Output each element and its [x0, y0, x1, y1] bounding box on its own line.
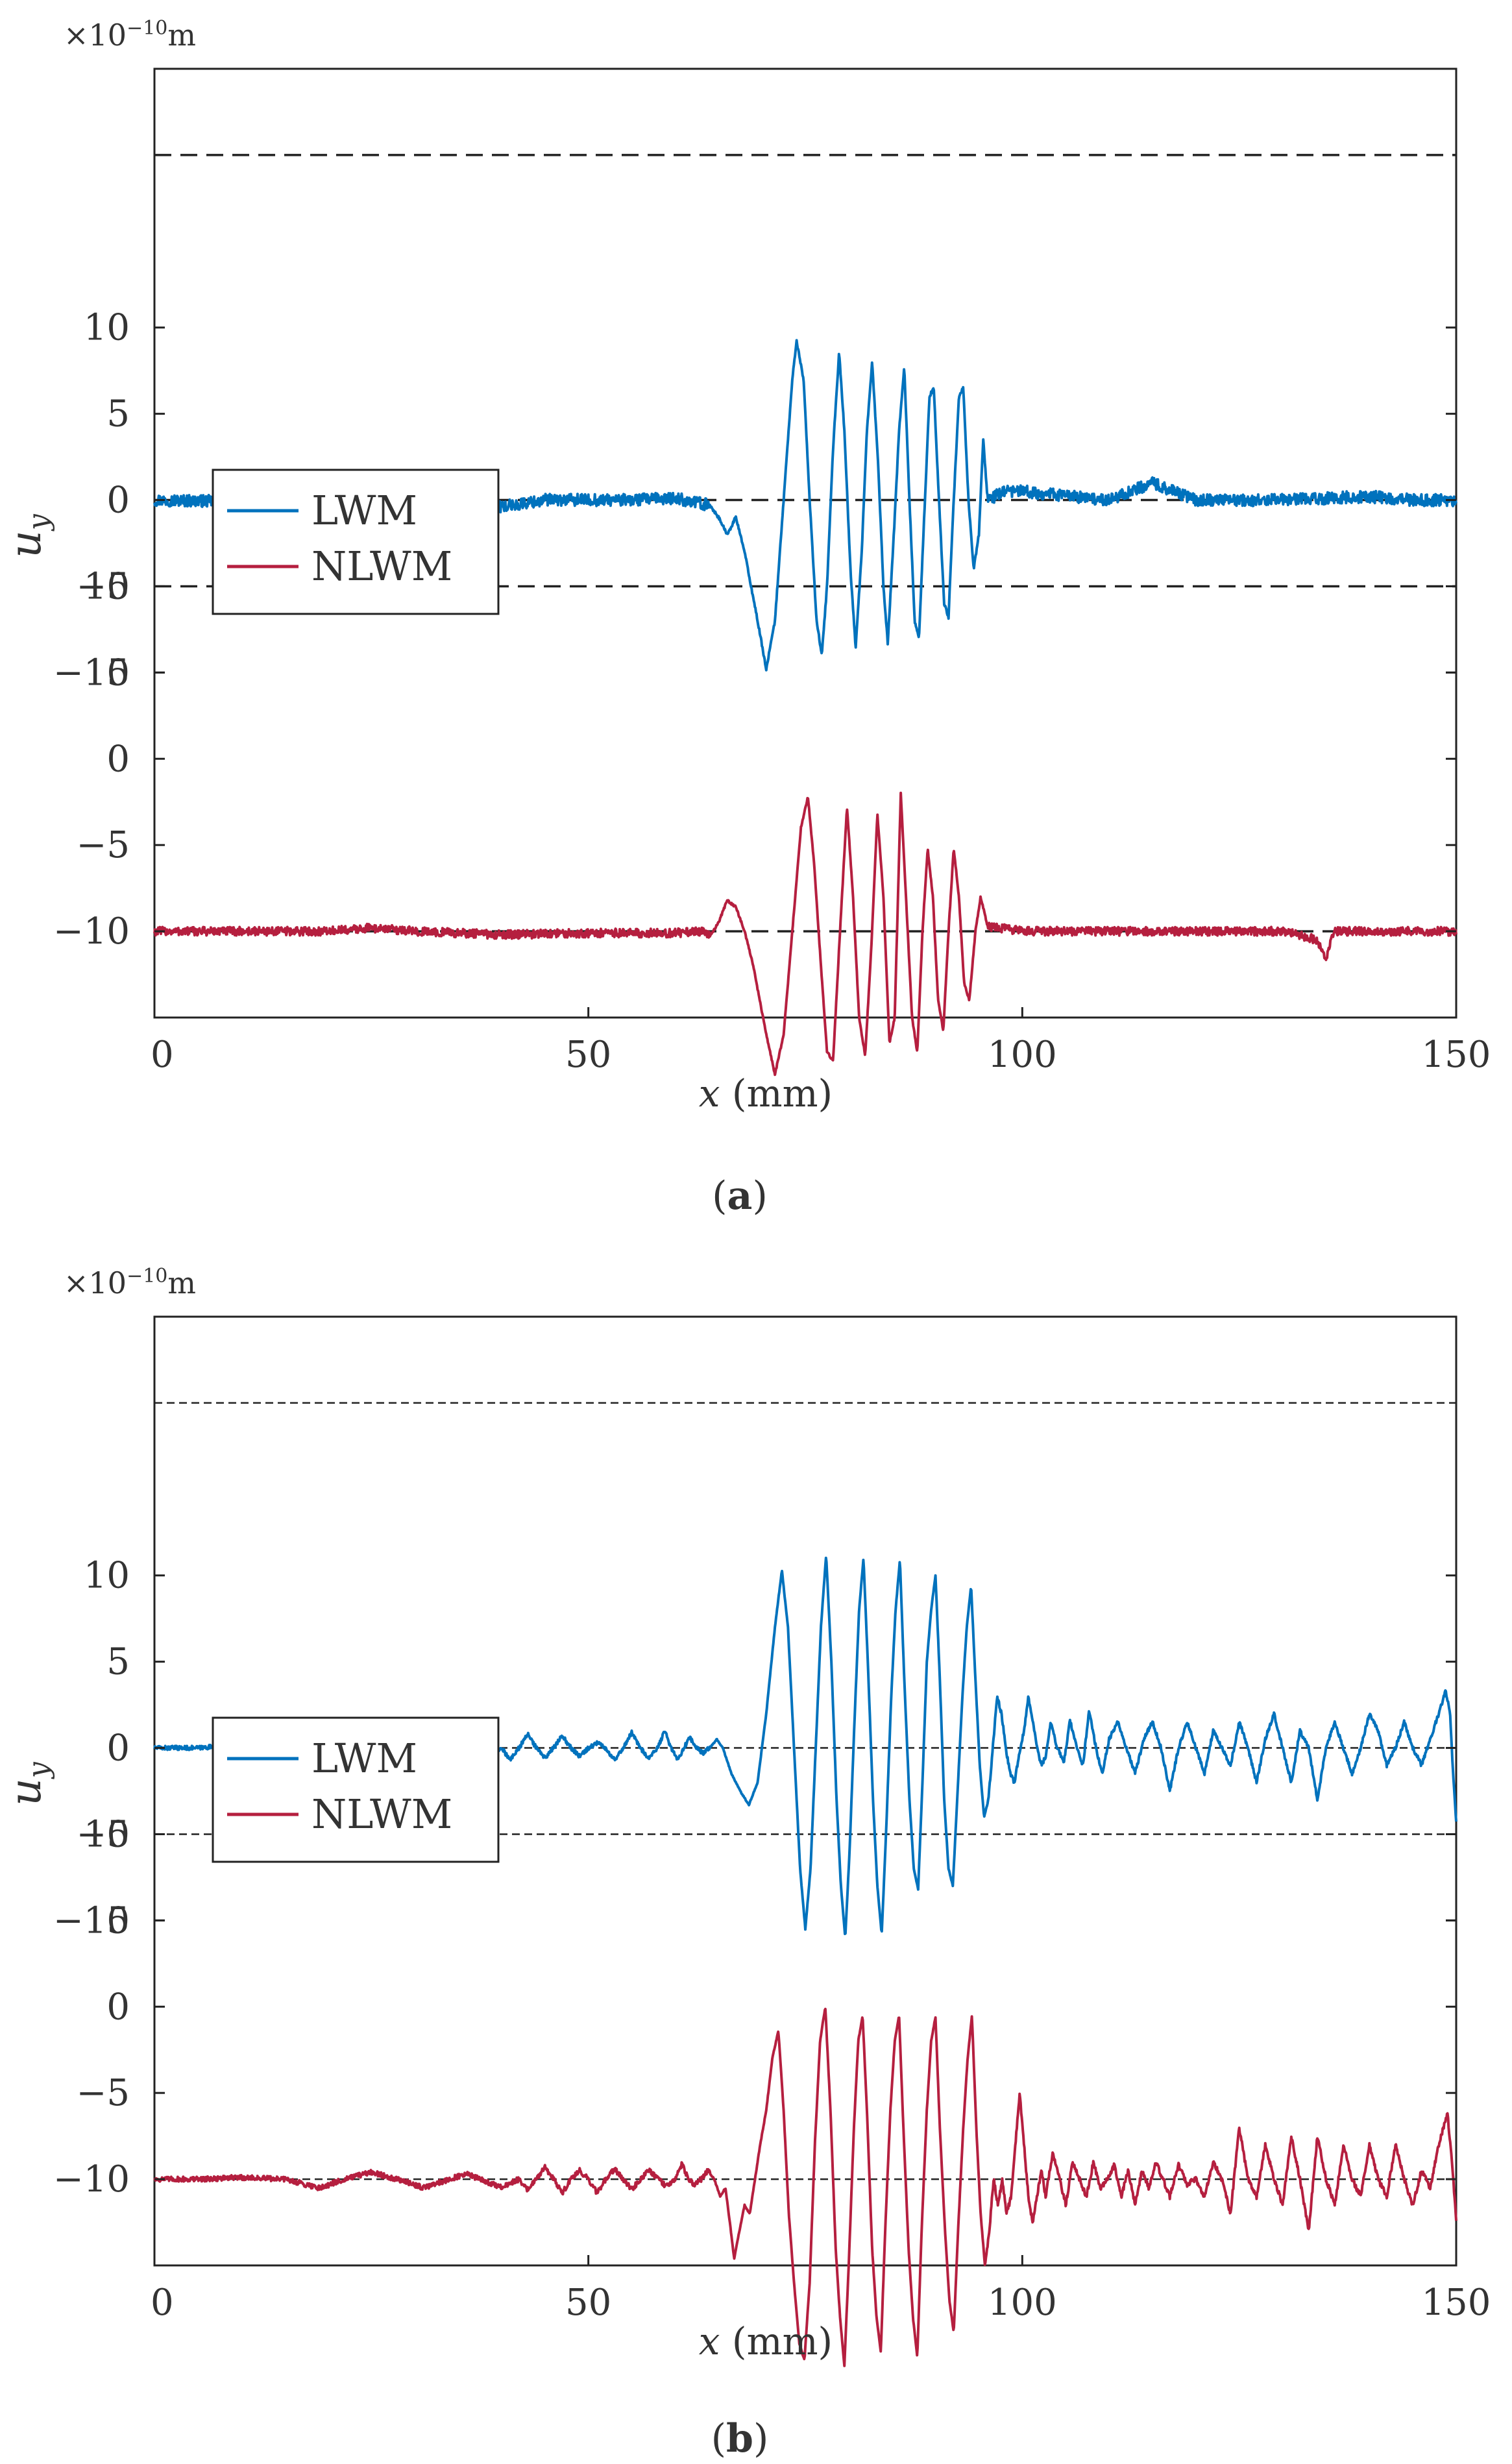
- y-tick-label: −5: [76, 565, 130, 607]
- y-tick-label: −10: [53, 2158, 130, 2201]
- legend-label-nlwm: NLWM: [311, 543, 452, 590]
- panel-caption: (a): [712, 1173, 768, 1219]
- unit-multiplier: ×10−10m: [64, 17, 196, 53]
- x-tick-label: 150: [1422, 2282, 1491, 2324]
- y-tick-label: −10: [53, 910, 130, 953]
- x-tick-labels: 0 50 100 150: [151, 2255, 1491, 2324]
- y-axis-label: uy: [1, 1761, 55, 1806]
- series-nlwm-line: [153, 791, 1457, 1077]
- unit-multiplier: ×10−10m: [64, 1265, 196, 1301]
- y-tick-label: −5: [76, 1813, 130, 1855]
- y-tick-label: 5: [106, 1899, 130, 1942]
- legend: LWM NLWM: [212, 1716, 500, 1863]
- y-tick-label: 5: [106, 652, 130, 694]
- x-tick-label: 100: [988, 1034, 1057, 1076]
- x-tick-label: 50: [565, 2282, 611, 2324]
- series-nlwm-line: [153, 2007, 1457, 2367]
- y-tick-label: 10: [84, 307, 130, 349]
- y-tick-label: −5: [76, 2072, 130, 2114]
- y-tick-label: 0: [106, 1986, 130, 2028]
- y-tick-label: −5: [76, 824, 130, 866]
- y-tick-label: 0: [106, 738, 130, 780]
- x-tick-label: 150: [1422, 1034, 1491, 1076]
- y-tick-label: −10: [53, 652, 130, 694]
- y-tick-label: 10: [84, 1813, 130, 1855]
- y-tick-labels: 10 5 0 −5 −10 10 5 0 −5 −10: [53, 307, 1456, 953]
- legend-label-lwm: LWM: [311, 1735, 417, 1782]
- legend: LWM NLWM: [212, 469, 500, 615]
- y-tick-label: 0: [106, 1727, 130, 1770]
- x-tick-labels: 0 50 100 150: [151, 1007, 1491, 1076]
- legend-label-lwm: LWM: [311, 487, 417, 534]
- y-tick-label: 10: [84, 565, 130, 607]
- legend-label-nlwm: NLWM: [311, 1790, 452, 1838]
- y-axis-label: uy: [1, 513, 55, 558]
- y-tick-label: −10: [53, 1899, 130, 1942]
- plot-area-frame: [153, 1315, 1457, 2267]
- x-axis-label: x (mm): [699, 1071, 833, 1116]
- y-tick-label: 0: [106, 480, 130, 522]
- plot-area-frame: [153, 67, 1457, 1019]
- y-tick-labels: 10 5 0 −5 −10 10 5 0 −5 −10: [53, 1555, 1456, 2201]
- legend-box: [212, 469, 500, 615]
- y-tick-label: 5: [106, 393, 130, 435]
- y-tick-label: 10: [84, 1555, 130, 1597]
- x-tick-label: 0: [151, 1034, 174, 1076]
- x-tick-label: 50: [565, 1034, 611, 1076]
- x-tick-label: 0: [151, 2282, 174, 2324]
- x-tick-label: 100: [988, 2282, 1057, 2324]
- panel-caption: (b): [711, 2416, 769, 2461]
- y-tick-label: 5: [106, 1641, 130, 1683]
- x-axis-label: x (mm): [699, 2319, 833, 2363]
- legend-box: [212, 1716, 500, 1863]
